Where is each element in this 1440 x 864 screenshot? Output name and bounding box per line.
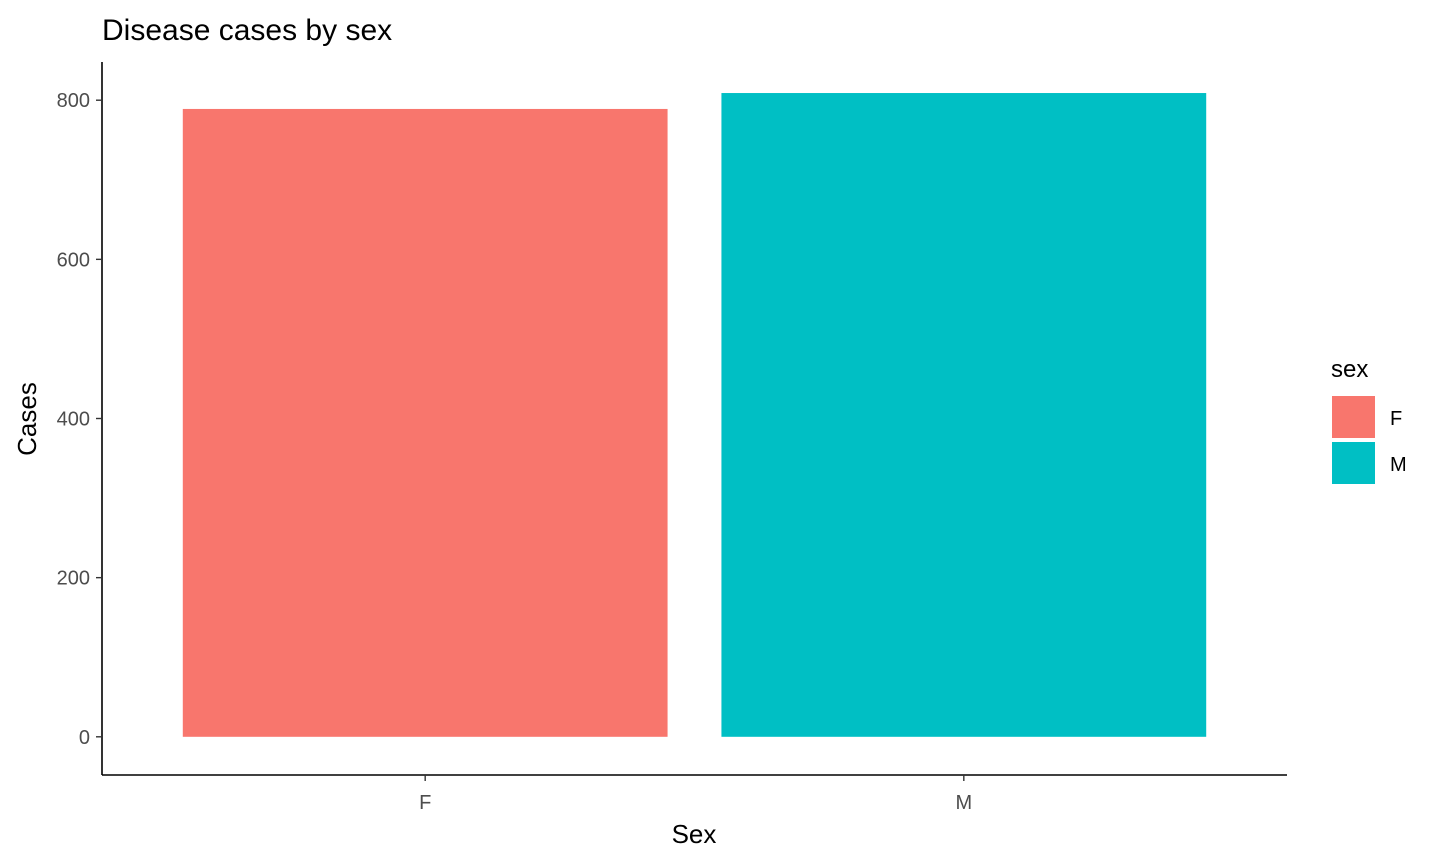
y-tick-label: 600: [57, 249, 90, 271]
y-tick-label: 0: [79, 727, 90, 749]
y-tick-label: 800: [57, 90, 90, 112]
legend: sex F M: [1331, 356, 1407, 484]
legend-title: sex: [1331, 356, 1368, 383]
y-axis-title: Cases: [12, 382, 42, 456]
legend-label-m: M: [1390, 454, 1407, 476]
x-tick-label: M: [955, 792, 972, 814]
legend-swatch-f: [1332, 396, 1375, 438]
x-axis-title: Sex: [672, 819, 717, 849]
bars-layer: [182, 93, 1207, 737]
y-tick-label: 200: [57, 568, 90, 590]
legend-label-f: F: [1390, 408, 1402, 430]
y-axis: 0 200 400 600 800: [57, 62, 103, 775]
chart-title: Disease cases by sex: [102, 14, 392, 47]
bar-m: [721, 93, 1207, 737]
y-tick-label: 400: [57, 409, 90, 431]
x-tick-label: F: [419, 792, 431, 814]
bar-f: [182, 108, 668, 737]
legend-swatch-m: [1332, 442, 1375, 484]
